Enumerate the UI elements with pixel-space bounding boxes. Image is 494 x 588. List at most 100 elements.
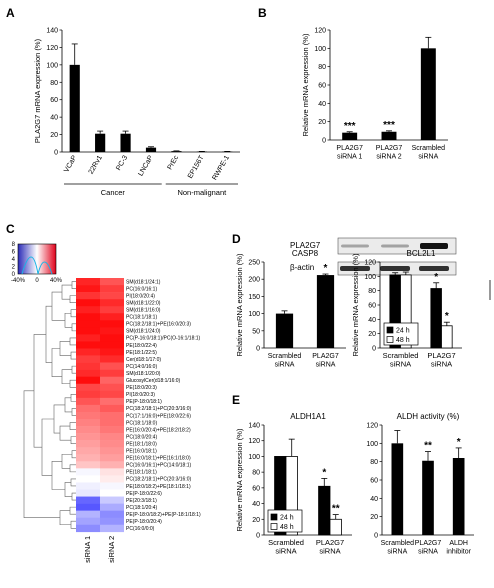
heatmap-row-label: SM(d18:1/24:1) [126,279,161,285]
pE2-significance: ** [424,441,432,452]
dendrogram-branch [71,408,76,416]
heatmap-cell [100,355,124,363]
pE2-y-tick-label: 40 [370,496,378,503]
pE1-x-tick-label: Scrambled siRNA [268,538,304,556]
pE1-y-tick-label: 120 [248,438,260,445]
pE1-y-axis-label: Relative mRNA expression (%) [235,428,244,531]
chart-e-aldh-activity: 0 20 40 60 80 100 120 ALDH activity (%) Scramble… [366,412,474,556]
pA-x-tick-label: 22Rv1 [88,154,104,175]
western-blot: PLA2G7 β-actin [290,237,457,276]
pB-y-tick-label: 20 [318,119,326,126]
pD2-title: BCL2L1 [407,249,436,258]
pE2-significance: * [457,437,461,448]
heatmap-row-label: SM(d18:1/16:0) [126,308,161,314]
pD1-y-tick-label: 50 [252,328,260,335]
chart-d-bcl2l1: 0 20 40 60 80 100 120 Relative mRNA expression … [351,249,491,369]
color-key-x-label: 40% [50,278,63,284]
heatmap-row-label: PC(14:0/16:0) [126,364,157,370]
pB-bar [381,131,397,140]
heatmap-row-label: PE(18:1/22:5) [126,350,157,356]
heatmap-row-label: PE(P-18:0/18:2)+PE(P-18:1/18:1) [126,512,201,518]
heatmap-cell [76,524,100,533]
chart-b: 0 20 40 60 80 100 120 Relative mRNA expression … [301,28,448,161]
pB-bar [342,132,358,140]
heatmap-cell [76,496,100,504]
panel-label-e: E [232,393,240,407]
pE2-x-tick-label: ALDH inhibitor [446,540,471,556]
pD1-y-tick-label: 150 [248,294,260,301]
pE1-y-tick-label: 0 [256,533,260,540]
dendrogram-branch [61,369,72,385]
heatmap-cell [100,433,124,441]
color-key-density [21,256,53,275]
heatmap-cell [76,517,100,526]
heatmap-cell [76,334,100,342]
blot-band-beta-actin [340,266,370,271]
heatmap-cell [76,461,100,469]
pD2-x-tick-label: PLA2G7 siRNA [427,351,455,369]
heatmap-cell [100,299,124,307]
dendrogram-branch [69,506,76,515]
heatmap-row-label: SM(d18:1/20:0) [126,371,161,377]
heatmap-cell [100,426,124,434]
heatmap-cell [100,292,124,300]
pA-y-tick-label: 0 [54,150,58,157]
pE1-y-tick-label: 100 [248,454,260,461]
heatmap-row-label: PC(16:0/0:0) [126,526,155,532]
pD2-legend-swatch [386,326,394,334]
pE2-y-tick-label: 100 [366,441,378,448]
pA-y-axis-label: PLA2G7 mRNA expression (%) [33,38,42,143]
pE2-x-tick-label: Scrambled siRNA [381,540,415,556]
heatmap-cell [76,475,100,483]
heatmap-cell [100,320,124,328]
pE1-significance: * [322,467,326,478]
heatmap-cell [76,426,100,434]
pE1-y-tick-label: 20 [252,517,260,524]
dendrogram-branch [71,281,76,289]
dendrogram-branch [51,348,62,377]
pD2-y-tick-label: 20 [368,331,376,338]
pA-bar [69,64,80,152]
heatmap-cell [76,503,100,511]
blot-box-pla2g7 [337,237,457,255]
blot-band-pla2g7 [341,244,369,248]
pE1-bar [318,485,331,536]
heatmap-cell [100,482,124,490]
dendrogram-branch [51,461,65,490]
heatmap-cell [100,419,124,427]
heatmap-column-label: siRNA 1 [83,536,92,563]
heatmap-row-label: PE(18:0/20:3) [126,385,157,391]
pA-group-label: Non-malignant [177,188,227,197]
pE1-legend-label: 24 h [280,515,294,522]
chart-e-aldh1a1: 0 20 40 60 80 100 120 140 Relative mRNA expressi… [235,412,352,556]
heatmap-cell [100,278,124,286]
pB-y-tick-label: 80 [318,64,326,71]
heatmap-row-label: PE(18:1/18:1) [126,470,157,476]
heatmap-cell [76,411,100,420]
dendrogram-branch [59,510,71,526]
pD1-bar [275,313,294,348]
pB-y-axis-label: Relative mRNA expression (%) [301,33,310,136]
color-key-x-label: 0 [35,278,39,284]
pE2-title: ALDH activity (%) [397,412,460,421]
color-key-y-label: 6 [12,250,16,256]
heatmap-row-label: SM(d18:1/24:0) [126,329,161,335]
pD2-y-tick-label: 0 [372,346,376,353]
heatmap-row-label: PC(18:2/18:1)+PC(20:3/16:0) [126,477,192,483]
heatmap-row-label: PE(16:0/18:1) [126,449,157,455]
pA-bar [171,151,182,152]
heatmap-row-label: PE(20:3/18:1) [126,498,157,504]
pD1-x-tick-label: Scrambled siRNA [268,353,302,369]
heatmap-cell [76,383,100,392]
heatmap-cell [76,510,100,518]
dendrogram-branch [61,284,72,300]
heatmap-cell [100,447,124,455]
heatmap-cell [100,475,124,483]
pE1-legend-swatch [270,523,278,530]
heatmap-cell [100,468,124,476]
heatmap-row-label: PC(18:1/20:4) [126,505,157,511]
pA-y-tick-label: 80 [50,80,58,87]
pD2-legend-label: 24 h [396,328,410,335]
